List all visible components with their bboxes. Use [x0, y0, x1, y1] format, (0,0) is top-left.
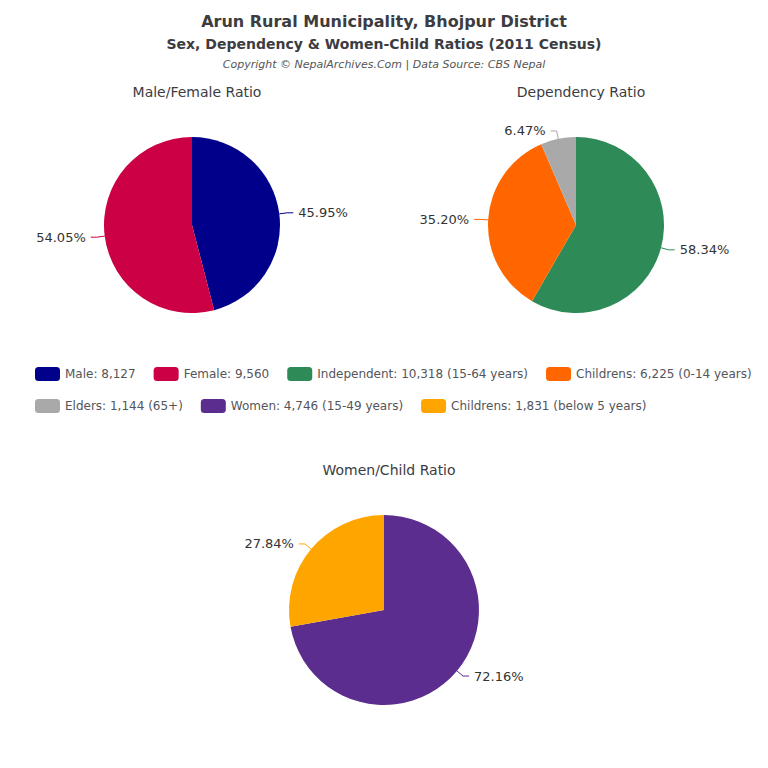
svg-text:Male/Female Ratio: Male/Female Ratio: [133, 84, 262, 100]
svg-text:45.95%: 45.95%: [298, 205, 348, 220]
svg-text:Dependency Ratio: Dependency Ratio: [517, 84, 646, 100]
svg-text:Arun Rural Municipality, Bhojp: Arun Rural Municipality, Bhojpur Distric…: [201, 12, 567, 31]
svg-text:35.20%: 35.20%: [420, 212, 470, 227]
svg-text:Women: 4,746 (15-49 years): Women: 4,746 (15-49 years): [231, 399, 403, 413]
svg-text:27.84%: 27.84%: [244, 536, 294, 551]
svg-text:Women/Child Ratio: Women/Child Ratio: [322, 462, 455, 478]
svg-text:Childrens: 6,225 (0-14 years): Childrens: 6,225 (0-14 years): [576, 367, 752, 381]
svg-text:Female: 9,560: Female: 9,560: [184, 367, 270, 381]
svg-text:Male: 8,127: Male: 8,127: [65, 367, 136, 381]
svg-text:Independent: 10,318 (15-64 yea: Independent: 10,318 (15-64 years): [317, 367, 528, 381]
svg-text:58.34%: 58.34%: [680, 242, 730, 257]
svg-text:Childrens: 1,831 (below 5 year: Childrens: 1,831 (below 5 years): [451, 399, 646, 413]
svg-text:Elders: 1,144 (65+): Elders: 1,144 (65+): [65, 399, 183, 413]
svg-text:54.05%: 54.05%: [36, 230, 86, 245]
svg-text:Copyright © NepalArchives.Com: Copyright © NepalArchives.Com | Data Sou…: [223, 58, 545, 71]
svg-text:72.16%: 72.16%: [474, 669, 524, 684]
svg-text:Sex, Dependency & Women-Child: Sex, Dependency & Women-Child Ratios (20…: [167, 36, 602, 52]
svg-text:6.47%: 6.47%: [504, 123, 545, 138]
